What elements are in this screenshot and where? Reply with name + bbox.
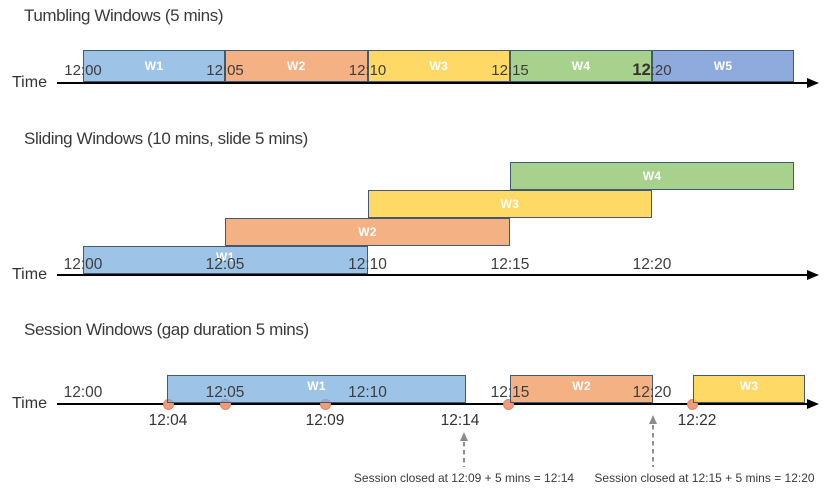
sliding-window-w3-label: W3: [500, 197, 520, 211]
sliding-window-w3: W3: [367, 190, 652, 218]
tumbling-axis-arrowhead-icon: [807, 77, 819, 88]
sliding-time-axis-label: Time: [12, 266, 47, 283]
session-event-label-1214: 12:14: [440, 411, 480, 429]
tumbling-window-w4-label: W4: [571, 59, 591, 73]
session-window-w3: W3: [693, 375, 805, 403]
session-event-label-1209: 12:09: [305, 411, 345, 429]
session-close-arrow-2: [651, 425, 654, 467]
session-tick-1215: 12:15: [490, 383, 530, 401]
tumbling-title: Tumbling Windows (5 mins): [24, 6, 224, 25]
session-tick-1200: 12:00: [63, 383, 103, 401]
sliding-time-axis: [57, 274, 809, 277]
tumbling-tick-1200: 12:00: [64, 62, 102, 79]
session-title: Session Windows (gap duration 5 mins): [24, 320, 309, 339]
session-window-w2: W2: [510, 375, 653, 403]
session-annotation-1: Session closed at 12:09 + 5 mins = 12:14: [353, 471, 575, 485]
tumbling-window-w3: W3: [367, 50, 510, 82]
tumbling-window-w2-label: W2: [286, 59, 306, 73]
tumbling-tick-1220: 12:20: [632, 62, 671, 79]
session-event-dot-1215: [502, 398, 514, 410]
sliding-tick-1205: 12:05: [205, 255, 245, 273]
tumbling-window-w4: W4: [510, 50, 652, 82]
tumbling-window-w1: W1: [83, 50, 225, 82]
session-axis-arrowhead-icon: [807, 398, 819, 409]
session-window-w1: W1: [167, 375, 466, 403]
tumbling-window-w5-label: W5: [713, 59, 733, 73]
tumbling-tick-1220-hours: 12: [632, 61, 651, 79]
session-annotation-2: Session closed at 12:15 + 5 mins = 12:20: [594, 471, 815, 485]
tumbling-window-w3-label: W3: [429, 59, 449, 73]
tumbling-tick-1210: 12:10: [348, 62, 387, 79]
sliding-window-w4-label: W4: [642, 169, 662, 183]
tumbling-tick-1220-minutes: :20: [650, 62, 672, 79]
session-time-axis-label: Time: [12, 395, 47, 412]
sliding-window-w2-label: W2: [358, 225, 377, 239]
tumbling-window-w2: W2: [225, 50, 368, 82]
tumbling-window-w5: W5: [652, 50, 794, 82]
session-close-arrowhead-2-icon: [648, 415, 657, 424]
sliding-window-w1-label: W1: [215, 249, 235, 264]
session-tick-1205: 12:05: [205, 383, 245, 401]
tumbling-time-axis: [57, 82, 809, 85]
session-event-label-1204: 12:04: [148, 411, 188, 429]
sliding-window-w4: W4: [510, 162, 794, 190]
sliding-window-w1: W1: [83, 246, 368, 274]
sliding-tick-1200: 12:00: [63, 255, 103, 273]
session-time-axis: [57, 403, 809, 406]
session-tick-1220: 12:20: [632, 383, 672, 401]
sliding-tick-1210: 12:10: [348, 255, 387, 273]
session-event-label-1222: 12:22: [677, 411, 717, 429]
session-window-w2-label: W2: [572, 379, 591, 393]
session-close-arrow-1: [462, 442, 465, 467]
session-close-arrowhead-1-icon: [459, 432, 468, 441]
sliding-title: Sliding Windows (10 mins, slide 5 mins): [24, 129, 308, 148]
tumbling-window-w1-label: W1: [144, 59, 164, 73]
tumbling-tick-1215: 12:15: [491, 62, 529, 79]
session-event-dot-1222: [686, 398, 698, 410]
session-tick-1210: 12:10: [348, 383, 387, 401]
sliding-tick-1215: 12:15: [490, 255, 530, 273]
sliding-window-w2: W2: [225, 218, 510, 246]
tumbling-tick-1205: 12:05: [206, 62, 244, 79]
sliding-axis-arrowhead-icon: [807, 269, 819, 280]
sliding-tick-1220: 12:20: [632, 255, 672, 273]
session-window-w1-label: W1: [307, 379, 326, 393]
tumbling-time-axis-label: Time: [12, 74, 47, 91]
session-window-w3-label: W3: [739, 379, 759, 393]
